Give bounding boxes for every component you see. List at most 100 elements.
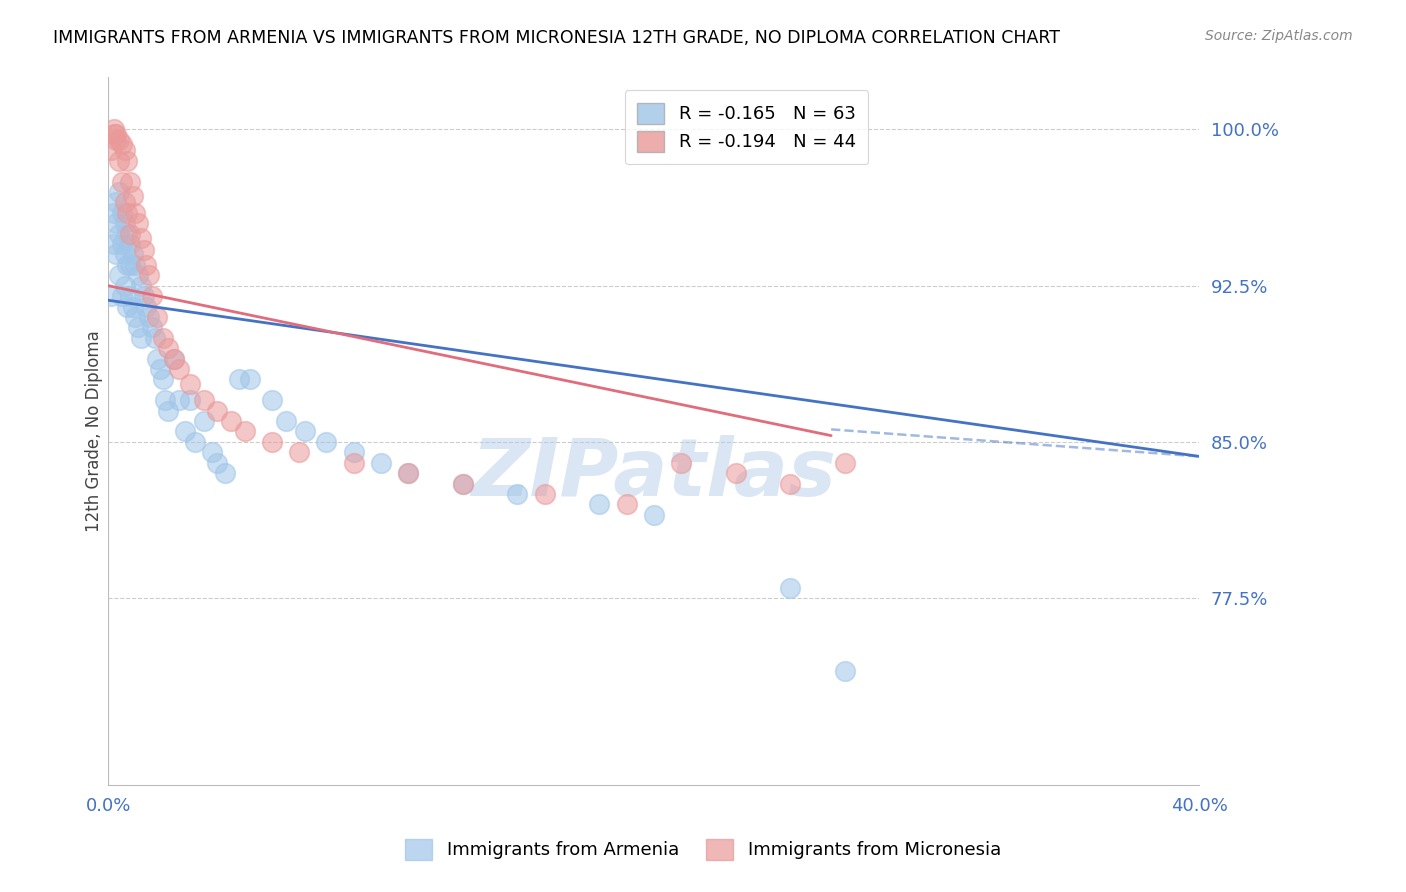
- Point: [105, 127, 128, 141]
- Point: [207, 403, 229, 417]
- Point: [506, 487, 529, 501]
- Point: [118, 237, 141, 252]
- Point: [117, 227, 139, 241]
- Point: [233, 425, 256, 439]
- Point: [114, 247, 136, 261]
- Point: [111, 137, 134, 152]
- Point: [117, 300, 139, 314]
- Point: [201, 445, 224, 459]
- Point: [121, 189, 143, 203]
- Point: [135, 258, 157, 272]
- Point: [118, 175, 141, 189]
- Point: [117, 153, 139, 168]
- Point: [451, 476, 474, 491]
- Point: [219, 414, 242, 428]
- Point: [152, 372, 174, 386]
- Point: [193, 414, 215, 428]
- Point: [152, 331, 174, 345]
- Point: [155, 393, 177, 408]
- Point: [114, 278, 136, 293]
- Point: [616, 497, 638, 511]
- Point: [129, 231, 152, 245]
- Point: [260, 393, 283, 408]
- Point: [143, 331, 166, 345]
- Point: [117, 258, 139, 272]
- Point: [108, 227, 131, 241]
- Point: [834, 664, 856, 678]
- Point: [157, 403, 180, 417]
- Point: [669, 456, 692, 470]
- Point: [193, 393, 215, 408]
- Point: [103, 206, 125, 220]
- Point: [121, 247, 143, 261]
- Point: [239, 372, 262, 386]
- Point: [179, 393, 201, 408]
- Point: [114, 216, 136, 230]
- Point: [724, 466, 747, 480]
- Point: [343, 445, 366, 459]
- Point: [111, 206, 134, 220]
- Point: [124, 258, 146, 272]
- Legend: R = -0.165   N = 63, R = -0.194   N = 44: R = -0.165 N = 63, R = -0.194 N = 44: [624, 90, 869, 164]
- Point: [114, 144, 136, 158]
- Point: [315, 434, 337, 449]
- Point: [396, 466, 419, 480]
- Point: [108, 133, 131, 147]
- Point: [167, 393, 190, 408]
- Point: [167, 362, 190, 376]
- Point: [141, 320, 163, 334]
- Point: [118, 227, 141, 241]
- Point: [207, 456, 229, 470]
- Point: [779, 581, 801, 595]
- Point: [834, 456, 856, 470]
- Point: [141, 289, 163, 303]
- Point: [173, 425, 195, 439]
- Point: [108, 153, 131, 168]
- Point: [121, 300, 143, 314]
- Point: [108, 185, 131, 199]
- Point: [138, 268, 160, 283]
- Point: [179, 376, 201, 391]
- Point: [117, 206, 139, 220]
- Point: [114, 195, 136, 210]
- Point: [643, 508, 665, 522]
- Point: [118, 258, 141, 272]
- Point: [451, 476, 474, 491]
- Point: [274, 414, 297, 428]
- Point: [111, 237, 134, 252]
- Point: [146, 310, 169, 324]
- Point: [124, 206, 146, 220]
- Point: [779, 476, 801, 491]
- Point: [163, 351, 186, 366]
- Point: [108, 268, 131, 283]
- Point: [105, 195, 128, 210]
- Point: [100, 289, 122, 303]
- Legend: Immigrants from Armenia, Immigrants from Micronesia: Immigrants from Armenia, Immigrants from…: [398, 831, 1008, 867]
- Point: [396, 466, 419, 480]
- Point: [103, 237, 125, 252]
- Point: [294, 425, 316, 439]
- Point: [103, 127, 125, 141]
- Point: [135, 300, 157, 314]
- Point: [157, 341, 180, 355]
- Point: [132, 244, 155, 258]
- Point: [533, 487, 555, 501]
- Point: [105, 216, 128, 230]
- Point: [127, 320, 149, 334]
- Point: [118, 289, 141, 303]
- Point: [214, 466, 236, 480]
- Point: [370, 456, 392, 470]
- Text: Source: ZipAtlas.com: Source: ZipAtlas.com: [1205, 29, 1353, 43]
- Point: [138, 310, 160, 324]
- Point: [343, 456, 366, 470]
- Point: [288, 445, 311, 459]
- Point: [105, 133, 128, 147]
- Text: ZIPatlas: ZIPatlas: [471, 435, 837, 513]
- Point: [163, 351, 186, 366]
- Point: [184, 434, 207, 449]
- Point: [127, 216, 149, 230]
- Point: [127, 268, 149, 283]
- Y-axis label: 12th Grade, No Diploma: 12th Grade, No Diploma: [86, 331, 103, 533]
- Point: [146, 351, 169, 366]
- Point: [124, 310, 146, 324]
